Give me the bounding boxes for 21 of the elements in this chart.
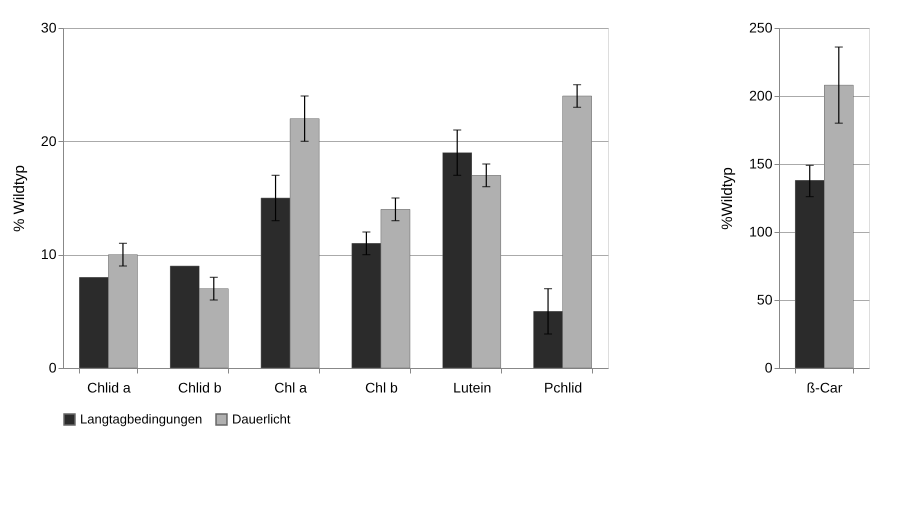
- y-tick-label: 0: [764, 360, 773, 376]
- y-tick-label: 10: [40, 246, 57, 262]
- x-tick-label: Pchlid: [544, 380, 582, 396]
- y-axis-title: % Wildtyp: [10, 165, 28, 232]
- legend-label: Dauerlicht: [232, 412, 291, 427]
- legend-label: Langtagbedingungen: [80, 412, 202, 427]
- x-tick-label: ß-Car: [806, 380, 843, 396]
- y-tick-label: 30: [40, 20, 57, 36]
- x-tick-label: Chl a: [274, 380, 308, 396]
- y-tick-label: 200: [749, 88, 773, 104]
- y-tick-label: 0: [48, 360, 57, 376]
- y-tick-label: 100: [749, 224, 773, 240]
- x-tick-label: Chlid a: [87, 380, 131, 396]
- y-axis-title: %Wildtyp: [719, 167, 736, 230]
- y-tick-label: 150: [749, 156, 773, 172]
- y-tick-label: 50: [756, 292, 773, 308]
- x-tick-label: Lutein: [453, 380, 492, 396]
- y-tick-label: 20: [40, 132, 57, 149]
- x-tick-label: Chlid b: [178, 380, 222, 396]
- y-tick-label: 250: [749, 20, 773, 36]
- x-tick-label: Chl b: [365, 380, 398, 396]
